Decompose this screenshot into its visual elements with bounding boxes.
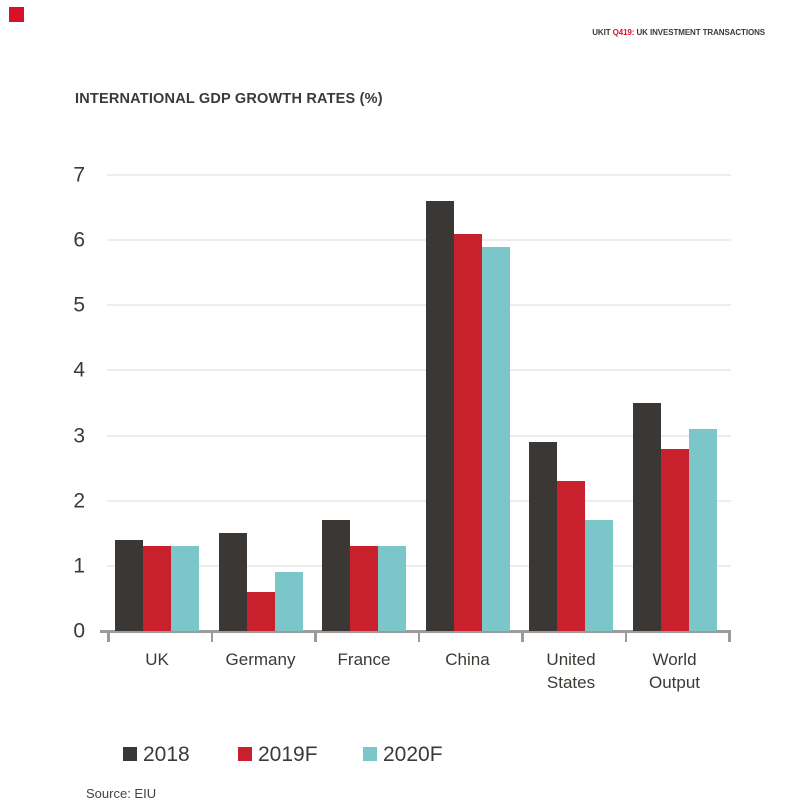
bar-united-states-2020f	[585, 520, 613, 631]
x-axis-label-germany: Germany	[225, 650, 296, 669]
chart-title: INTERNATIONAL GDP GROWTH RATES (%)	[75, 91, 383, 107]
axis-tick	[624, 633, 627, 642]
legend-swatch-icon	[123, 747, 137, 761]
gridline	[107, 304, 731, 307]
y-axis-label: 0	[73, 619, 85, 643]
legend-item-2019f: 2019F	[238, 742, 318, 766]
header-issue-code: Q419:	[612, 28, 635, 37]
y-axis-label: 5	[73, 293, 85, 317]
y-axis-label: 4	[73, 358, 85, 382]
bar-china-2020f	[481, 246, 510, 631]
axis-tick	[107, 633, 110, 642]
header-report-name: UK INVESTMENT TRANSACTIONS	[634, 28, 765, 37]
legend-swatch-icon	[363, 747, 377, 761]
x-axis-label-world-output: World Output	[648, 650, 701, 692]
bar-united-states-2019f	[557, 481, 585, 631]
bar-france-2020f	[378, 546, 406, 631]
header-brand: UKIT	[592, 28, 613, 37]
bar-germany-2020f	[274, 572, 303, 631]
axis-tick	[728, 633, 731, 642]
bar-uk-2019f	[143, 546, 171, 631]
brand-logo-square	[9, 7, 24, 22]
y-axis-label: 2	[73, 489, 85, 513]
source-note: Source: EIU	[86, 786, 157, 801]
y-axis-label: 1	[73, 554, 85, 578]
bar-united-states-2018	[529, 442, 557, 631]
gridline	[107, 564, 731, 567]
legend-label: 2018	[143, 742, 190, 766]
x-axis-baseline	[100, 630, 731, 633]
legend-item-2018: 2018	[123, 742, 190, 766]
axis-tick	[521, 633, 524, 642]
axis-tick	[417, 633, 420, 642]
axis-tick	[314, 633, 317, 642]
legend-item-2020f: 2020F	[363, 742, 443, 766]
report-header-tag: UKIT Q419: UK INVESTMENT TRANSACTIONS	[592, 28, 765, 37]
bar-world-output-2018	[632, 403, 661, 631]
y-axis-label: 3	[73, 424, 85, 448]
plot-area	[100, 174, 731, 642]
gridline	[107, 174, 731, 176]
legend-swatch-icon	[238, 747, 252, 761]
x-axis-label-united-states: United States	[546, 650, 596, 692]
axis-tick	[210, 633, 213, 642]
gridline	[107, 434, 731, 437]
y-axis-label: 7	[73, 163, 85, 187]
bar-germany-2019f	[246, 591, 275, 631]
bar-china-2018	[425, 201, 454, 631]
bar-uk-2018	[115, 539, 143, 631]
x-axis-label-china: China	[445, 650, 490, 669]
bar-germany-2018	[218, 533, 247, 631]
y-axis-label: 6	[73, 228, 85, 252]
bar-uk-2020f	[171, 546, 199, 631]
bar-france-2019f	[350, 546, 378, 631]
legend-label: 2019F	[258, 742, 318, 766]
x-axis-label-france: France	[337, 650, 391, 669]
bar-china-2019f	[453, 233, 482, 631]
gridline	[107, 239, 731, 242]
bar-world-output-2019f	[660, 448, 689, 631]
bar-france-2018	[322, 520, 350, 631]
x-axis-label-uk: UK	[145, 650, 169, 669]
bar-world-output-2020f	[688, 429, 717, 631]
gridline	[107, 499, 731, 502]
legend-label: 2020F	[383, 742, 443, 766]
gridline	[107, 369, 731, 372]
